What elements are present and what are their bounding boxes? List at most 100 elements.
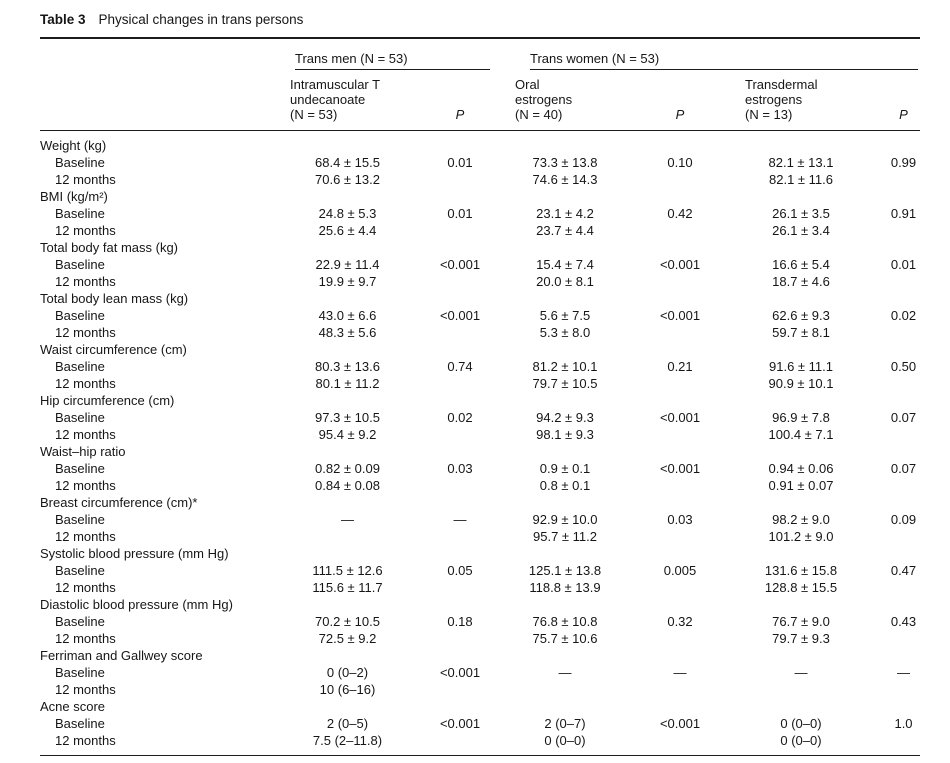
p-value-cell-oral-estrogens: — [673, 665, 687, 680]
p-value-cell-transdermal-estrogens: 0.43 [890, 614, 917, 629]
value-cell-transdermal-estrogens: 98.2 ± 9.0 [772, 512, 830, 527]
row-label: Baseline [55, 308, 105, 323]
p-value-cell-transdermal-estrogens: 0.01 [890, 257, 917, 272]
value-cell-intramuscular-t: 72.5 ± 9.2 [318, 631, 377, 646]
row-label: 12 months [55, 580, 116, 595]
p-value-cell-oral-estrogens [615, 426, 745, 443]
data-row: 12 months 72.5 ± 9.2 75.7 ± 10.6 79.7 ± 9.3 [40, 630, 920, 647]
col-header-transdermal-estrogens: Transdermal estrogens (N = 13) [745, 70, 857, 131]
value-cell-transdermal-estrogens: 101.2 ± 9.0 [768, 529, 834, 544]
value-cell-intramuscular-t: 10 (6–16) [319, 682, 376, 697]
group-underline: Trans women (N = 53) [530, 51, 919, 70]
data-row: Baseline 43.0 ± 6.6 <0.001 5.6 ± 7.5 <0.001 6… [40, 307, 920, 324]
value-cell-oral-estrogens: 95.7 ± 11.2 [533, 529, 597, 544]
p-value-cell-oral-estrogens [615, 375, 745, 392]
p-value-cell-transdermal-estrogens [857, 630, 920, 647]
section-row: Systolic blood pressure (mm Hg) [40, 545, 920, 562]
p-value-cell-trans-men [405, 579, 515, 596]
p-value-cell-transdermal-estrogens [857, 324, 920, 341]
section-label: Total body lean mass (kg) [40, 291, 189, 306]
value-cell-transdermal-estrogens: 96.9 ± 7.8 [772, 410, 830, 425]
value-cell-intramuscular-t: 0.82 ± 0.09 [315, 461, 380, 476]
value-cell-intramuscular-t: 80.1 ± 11.2 [315, 376, 380, 391]
p-value-cell-oral-estrogens [615, 528, 745, 545]
p-value-cell-oral-estrogens [615, 171, 745, 188]
row-label: Baseline [55, 206, 105, 221]
section-row: Ferriman and Gallwey score [40, 647, 920, 664]
p-value-cell-trans-men: 0.03 [447, 461, 473, 476]
p-value-cell-transdermal-estrogens: 0.07 [890, 461, 917, 476]
value-cell-transdermal-estrogens: 90.9 ± 10.1 [768, 376, 834, 391]
value-cell-oral-estrogens: 0.8 ± 0.1 [539, 478, 591, 493]
row-label: Baseline [55, 359, 105, 374]
col-header-line: Oral [515, 77, 540, 92]
row-label: Baseline [55, 665, 105, 680]
physical-changes-table: Trans men (N = 53) Trans women (N = 53) … [40, 37, 921, 756]
data-row: 12 months 70.6 ± 13.2 74.6 ± 14.3 82.1 ± 11… [40, 171, 920, 188]
value-cell-intramuscular-t: 22.9 ± 11.4 [315, 257, 380, 272]
p-value-cell-oral-estrogens: 0.10 [667, 155, 693, 170]
value-cell-intramuscular-t: 48.3 ± 5.6 [318, 325, 377, 340]
value-cell-transdermal-estrogens: 59.7 ± 8.1 [772, 325, 830, 340]
value-cell-transdermal-estrogens: 26.1 ± 3.4 [772, 223, 830, 238]
value-cell-intramuscular-t: 111.5 ± 12.6 [312, 563, 383, 578]
p-value-cell-oral-estrogens [615, 630, 745, 647]
p-value-cell-trans-men [405, 324, 515, 341]
p-value-cell-transdermal-estrogens: 0.50 [890, 359, 917, 374]
data-row: Baseline 111.5 ± 12.6 0.05 125.1 ± 13.8 0.00… [40, 562, 920, 579]
value-cell-intramuscular-t: 115.6 ± 11.7 [312, 580, 383, 595]
p-value-cell-trans-men: 0.74 [447, 359, 473, 374]
data-row: Baseline 2 (0–5) <0.001 2 (0–7) <0.001 0 (0–0… [40, 715, 920, 732]
table-number: Table 3 [40, 12, 86, 27]
section-row: Waist–hip ratio [40, 443, 920, 460]
row-label: 12 months [55, 427, 116, 442]
value-cell-oral-estrogens: 125.1 ± 13.8 [528, 563, 602, 578]
value-cell-transdermal-estrogens: 0 (0–0) [780, 733, 822, 748]
row-label: 12 months [55, 478, 116, 493]
empty-header-cell [40, 70, 290, 131]
data-row: 12 months 7.5 (2–11.8) 0 (0–0) 0 (0–0) [40, 732, 920, 756]
value-cell-transdermal-estrogens: 128.8 ± 15.5 [764, 580, 838, 595]
p-value-cell-trans-men [405, 528, 515, 545]
column-header-row: Intramuscular T undecanoate (N = 53) P O… [40, 70, 921, 131]
value-cell-transdermal-estrogens: 0.94 ± 0.06 [768, 461, 834, 476]
value-cell-intramuscular-t: 80.3 ± 13.6 [315, 359, 380, 374]
p-value-cell-oral-estrogens [615, 324, 745, 341]
row-label: 12 months [55, 733, 116, 748]
value-cell-oral-estrogens [515, 681, 615, 698]
value-cell-oral-estrogens: 74.6 ± 14.3 [532, 172, 598, 187]
row-label: 12 months [55, 223, 116, 238]
p-value-cell-trans-men [405, 222, 515, 239]
p-value-cell-transdermal-estrogens: 0.07 [890, 410, 917, 425]
p-value-cell-trans-men: <0.001 [439, 257, 481, 272]
value-cell-oral-estrogens: 94.2 ± 9.3 [536, 410, 594, 425]
value-cell-oral-estrogens: 118.8 ± 13.9 [529, 580, 601, 595]
data-row: 12 months 115.6 ± 11.7 118.8 ± 13.9 128.8 ±… [40, 579, 920, 596]
p-value-cell-transdermal-estrogens: 0.91 [890, 206, 917, 221]
value-cell-transdermal-estrogens: 131.6 ± 15.8 [764, 563, 838, 578]
value-cell-intramuscular-t: 7.5 (2–11.8) [312, 733, 383, 748]
row-label: 12 months [55, 274, 116, 289]
data-row: Baseline 0 (0–2) <0.001 — — — — [40, 664, 920, 681]
data-row: Baseline 24.8 ± 5.3 0.01 23.1 ± 4.2 0.42 26.1… [40, 205, 920, 222]
group-header-trans-men: Trans men (N = 53) [290, 38, 515, 70]
p-value-cell-transdermal-estrogens [857, 171, 920, 188]
col-header-line: estrogens [515, 92, 573, 107]
group-header-trans-women: Trans women (N = 53) [515, 38, 920, 70]
row-label: Baseline [55, 512, 105, 527]
section-label: Acne score [40, 699, 106, 714]
p-value-cell-trans-men: — [453, 512, 467, 527]
table-title: Physical changes in trans persons [98, 12, 304, 27]
p-value-cell-trans-men [405, 375, 515, 392]
p-value-cell-oral-estrogens: <0.001 [659, 308, 701, 323]
value-cell-oral-estrogens: — [558, 665, 572, 680]
data-row: 12 months 95.4 ± 9.2 98.1 ± 9.3 100.4 ± 7.1 [40, 426, 920, 443]
value-cell-intramuscular-t: 25.6 ± 4.4 [318, 223, 377, 238]
data-row: Baseline — — 92.9 ± 10.0 0.03 98.2 ± 9.0 0.09 [40, 511, 920, 528]
row-label: Baseline [55, 257, 105, 272]
value-cell-intramuscular-t: 2 (0–5) [326, 716, 369, 731]
section-row: Total body fat mass (kg) [40, 239, 920, 256]
table-caption: Table 3 Physical changes in trans persons [40, 12, 920, 27]
data-row: Baseline 97.3 ± 10.5 0.02 94.2 ± 9.3 <0.001 9… [40, 409, 920, 426]
p-value-cell-transdermal-estrogens [857, 375, 920, 392]
